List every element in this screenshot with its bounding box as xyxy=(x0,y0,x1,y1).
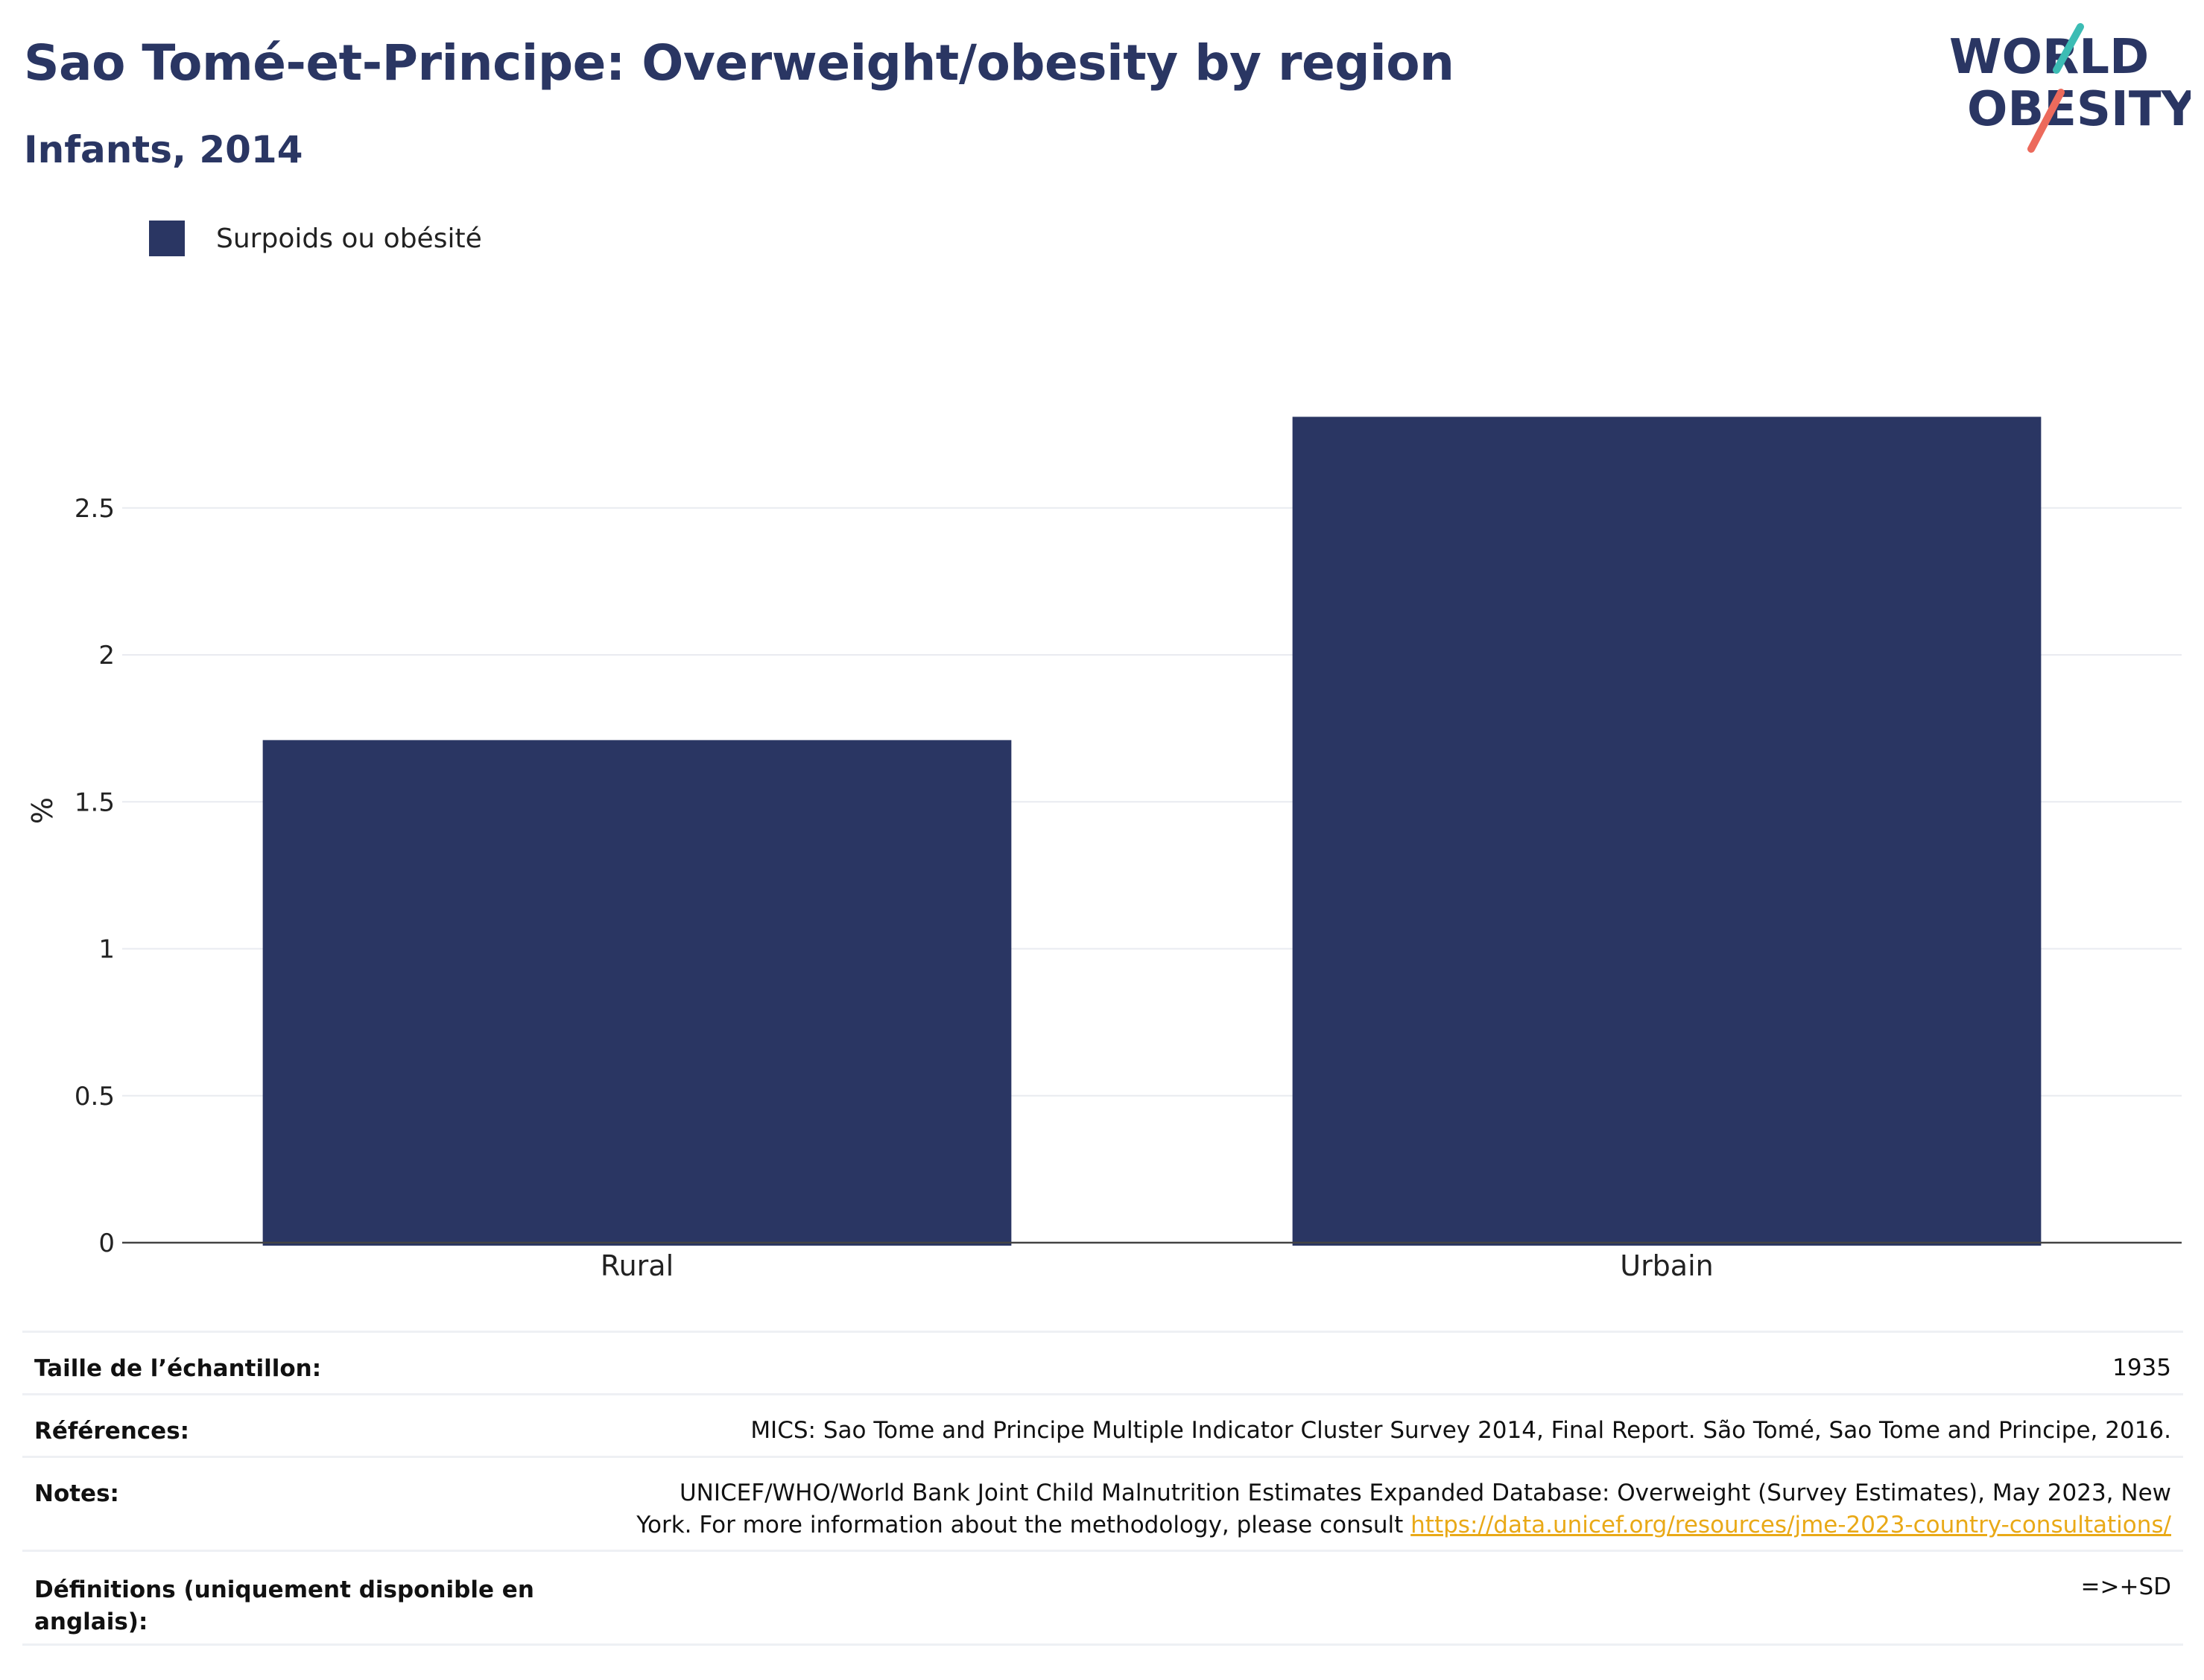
legend-swatch xyxy=(149,221,185,256)
x-tick-label: Urbain xyxy=(1620,1249,1714,1282)
y-tick-label: 0.5 xyxy=(75,1082,115,1112)
info-row-definitions: Définitions (uniquement disponible en an… xyxy=(22,1550,2183,1646)
definitions-value: =>+SD xyxy=(553,1550,2183,1646)
bar-urbain xyxy=(1292,416,2042,1246)
world-obesity-logo: WORLD OBESITY xyxy=(1949,23,2191,153)
references-value: MICS: Sao Tome and Principe Multiple Ind… xyxy=(553,1393,2183,1457)
y-tick-label: 0 xyxy=(98,1229,115,1258)
chart-title: Sao Tomé-et-Principe: Overweight/obesity… xyxy=(24,34,1454,92)
notes-label: Notes: xyxy=(22,1456,553,1551)
y-tick-label: 1 xyxy=(98,935,115,965)
y-tick-label: 1.5 xyxy=(75,787,115,817)
definitions-label: Définitions (uniquement disponible en an… xyxy=(22,1550,553,1646)
notes-line-2-text: York. For more information about the met… xyxy=(636,1512,1404,1538)
logo-line-world: WORLD xyxy=(1949,30,2149,85)
info-row-sample: Taille de l’échantillon: 1935 xyxy=(22,1331,2183,1395)
legend-label: Surpoids ou obésité xyxy=(216,223,482,254)
y-axis-label: % xyxy=(26,797,59,824)
info-table: Taille de l’échantillon: 1935 Références… xyxy=(22,1331,2183,1646)
notes-line-2: York. For more information about the met… xyxy=(565,1509,2171,1541)
legend[interactable]: Surpoids ou obésité xyxy=(149,221,482,256)
sample-size-value: 1935 xyxy=(553,1331,2183,1395)
x-tick-label: Rural xyxy=(601,1249,674,1282)
logo-coral-stroke xyxy=(2027,89,2065,153)
bar-chart: Rural Urbain 0 0.5 1 1.5 2 2.5% xyxy=(26,416,2182,1282)
logo-teal-stroke xyxy=(2053,23,2084,74)
notes-link[interactable]: https://data.unicef.org/resources/jme-20… xyxy=(1410,1512,2171,1538)
info-row-notes: Notes: UNICEF/WHO/World Bank Joint Child… xyxy=(22,1456,2183,1551)
y-tick-label: 2.5 xyxy=(75,494,115,524)
sample-size-label: Taille de l’échantillon: xyxy=(22,1331,553,1395)
logo-line-obesity: OBESITY xyxy=(1967,82,2191,137)
bar-rural xyxy=(262,740,1012,1246)
info-row-references: Références: MICS: Sao Tome and Principe … xyxy=(22,1393,2183,1457)
references-label: Références: xyxy=(22,1393,553,1457)
y-tick-label: 2 xyxy=(98,641,115,671)
notes-value: UNICEF/WHO/World Bank Joint Child Malnut… xyxy=(553,1456,2183,1551)
chart-subtitle: Infants, 2014 xyxy=(24,128,303,171)
notes-line-1: UNICEF/WHO/World Bank Joint Child Malnut… xyxy=(679,1480,2171,1506)
